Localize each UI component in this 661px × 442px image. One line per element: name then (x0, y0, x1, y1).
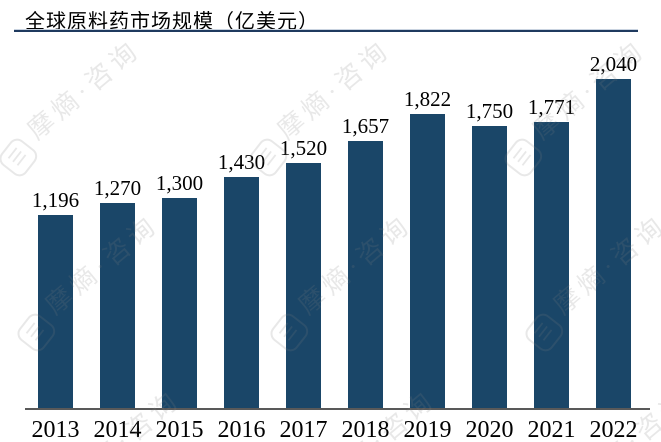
x-axis-tick-label: 2016 (217, 417, 266, 442)
x-axis-tick-label: 2018 (341, 417, 390, 442)
x-axis-tick-label: 2014 (93, 417, 142, 442)
x-axis-line (25, 408, 650, 410)
bar-group: 2,040 2022 (590, 50, 638, 442)
bar-value-label: 1,520 (279, 135, 328, 160)
bar (38, 215, 73, 408)
x-axis-tick-label: 2020 (465, 417, 514, 442)
bar-chart: 1,196 2013 1,270 2014 1,300 2015 1,430 2016 1,52… (32, 50, 638, 442)
bar-value-label: 1,657 (341, 113, 390, 138)
bar (162, 198, 197, 408)
x-axis-tick-label: 2015 (155, 417, 204, 442)
x-axis-tick-label: 2013 (31, 417, 80, 442)
bar (286, 162, 321, 408)
x-axis-tick-label: 2017 (279, 417, 328, 442)
bar (348, 140, 383, 408)
bar (100, 203, 135, 408)
bar (596, 79, 631, 408)
bar-value-label: 2,040 (589, 52, 638, 76)
page-title: 全球原料药市场规模（亿美元） (25, 11, 319, 33)
bar-group: 1,771 2021 (528, 50, 576, 442)
bar-group: 1,430 2016 (218, 50, 266, 442)
bar (534, 122, 569, 408)
x-axis-tick-label: 2021 (527, 417, 576, 442)
bar-group: 1,196 2013 (32, 50, 80, 442)
watermark-seal-icon: ☰ (0, 135, 41, 180)
bar-value-label: 1,771 (527, 95, 576, 120)
bar (410, 114, 445, 408)
bar (472, 125, 507, 408)
bar-group: 1,750 2020 (466, 50, 514, 442)
bar-value-label: 1,270 (93, 176, 142, 201)
bar-value-label: 1,300 (155, 171, 204, 196)
bar-value-label: 1,822 (403, 87, 452, 112)
bar-value-label: 1,196 (31, 188, 80, 213)
bar-value-label: 1,430 (217, 150, 266, 175)
bar-group: 1,657 2018 (342, 50, 390, 442)
bar-group: 1,300 2015 (156, 50, 204, 442)
bar (224, 177, 259, 408)
x-axis-tick-label: 2019 (403, 417, 452, 442)
title-divider (14, 29, 638, 32)
x-axis-tick-label: 2022 (589, 417, 638, 442)
bar-group: 1,270 2014 (94, 50, 142, 442)
bar-group: 1,520 2017 (280, 50, 328, 442)
bar-value-label: 1,750 (465, 98, 514, 123)
bar-group: 1,822 2019 (404, 50, 452, 442)
